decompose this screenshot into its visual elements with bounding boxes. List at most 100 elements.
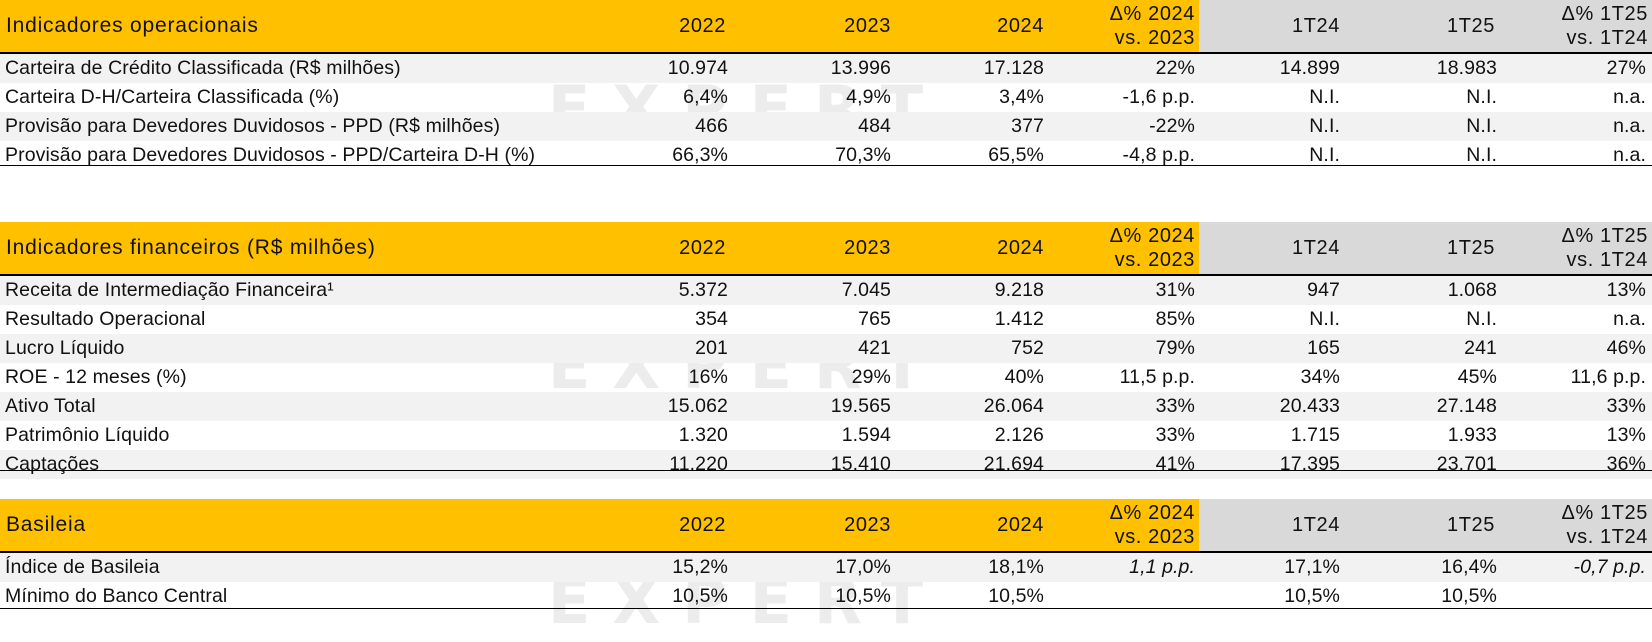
cell-1t24: 947: [1307, 279, 1340, 301]
cell-2022: 10.974: [667, 57, 728, 79]
cell-2022: 201: [695, 337, 728, 359]
cell-1t25: 16,4%: [1441, 556, 1497, 578]
cell-delta-quarter: -0,7 p.p.: [1573, 556, 1646, 578]
cell-2024: 10,5%: [988, 585, 1044, 607]
cell-delta-year: 41%: [1155, 453, 1195, 475]
table-body: Carteira de Crédito Classificada (R$ mil…: [0, 54, 1652, 170]
cell-delta-quarter: 27%: [1606, 57, 1646, 79]
cell-2023: 19.565: [830, 395, 891, 417]
cell-2022: 466: [695, 115, 728, 137]
cell-1t25: 23.701: [1436, 453, 1497, 475]
table-title: Indicadores financeiros (R$ milhões): [0, 222, 588, 274]
cell-1t25: 45%: [1457, 366, 1497, 388]
cell-delta-year: 33%: [1155, 424, 1195, 446]
cell-delta-year: -1,6 p.p.: [1122, 86, 1195, 108]
cell-1t24: 165: [1307, 337, 1340, 359]
cell-2023: 421: [858, 337, 891, 359]
cell-delta-year: 22%: [1155, 57, 1195, 79]
cell-2023: 70,3%: [835, 144, 891, 166]
col-header-delta-year: Δ% 2024 vs. 2023: [1052, 222, 1199, 274]
row-label: Carteira D-H/Carteira Classificada (%): [5, 86, 340, 108]
col-header-2022: 2022: [588, 499, 746, 551]
cell-1t25: 27.148: [1436, 395, 1497, 417]
col-header-2022: 2022: [588, 222, 746, 274]
table-row: Captações 11.220 15.410 21.694 41% 17.395 23.7…: [0, 450, 1652, 479]
cell-2022: 354: [695, 308, 728, 330]
col-header-1t24: 1T24: [1199, 222, 1352, 274]
cell-1t24: 14.899: [1279, 57, 1340, 79]
table-row: Resultado Operacional 354 765 1.412 85% N.I. N…: [0, 305, 1652, 334]
cell-2022: 66,3%: [672, 144, 728, 166]
cell-delta-year: 11,5 p.p.: [1119, 366, 1195, 388]
cell-delta-year: -4,8 p.p.: [1122, 144, 1195, 166]
cell-2024: 9.218: [994, 279, 1044, 301]
cell-2022: 6,4%: [683, 86, 728, 108]
table-row: Mínimo do Banco Central 10,5% 10,5% 10,5% 10…: [0, 582, 1652, 611]
cell-delta-quarter: 13%: [1606, 424, 1646, 446]
cell-1t25: N.I.: [1466, 308, 1497, 330]
cell-2023: 4,9%: [846, 86, 891, 108]
cell-2022: 11.220: [669, 453, 728, 475]
cell-2022: 15.062: [667, 395, 728, 417]
col-header-1t24: 1T24: [1199, 499, 1352, 551]
table-row: Receita de Intermediação Financeira¹ 5.37…: [0, 276, 1652, 305]
cell-delta-quarter: 46%: [1606, 337, 1646, 359]
cell-2023: 29%: [851, 366, 891, 388]
cell-2023: 484: [858, 115, 891, 137]
col-header-2024: 2024: [899, 0, 1052, 52]
cell-delta-year: 31%: [1155, 279, 1195, 301]
cell-2024: 65,5%: [988, 144, 1044, 166]
cell-1t24: 34%: [1300, 366, 1340, 388]
cell-delta-year: -22%: [1149, 115, 1195, 137]
row-label: Captações: [5, 453, 100, 475]
col-header-1t25: 1T25: [1352, 0, 1505, 52]
cell-delta-quarter: n.a.: [1613, 86, 1646, 108]
table-basileia: Basileia 2022 2023 2024 Δ% 2024 vs. 2023…: [0, 499, 1652, 611]
cell-2023: 17,0%: [835, 556, 891, 578]
cell-2024: 17.128: [983, 57, 1044, 79]
table-row: Índice de Basileia 15,2% 17,0% 18,1% 1,1 p.p…: [0, 553, 1652, 582]
cell-delta-quarter: n.a.: [1613, 115, 1646, 137]
col-header-2023: 2023: [746, 222, 899, 274]
table-row: Ativo Total 15.062 19.565 26.064 33% 20.433 27…: [0, 392, 1652, 421]
cell-delta-year: 1,1 p.p.: [1129, 556, 1195, 578]
cell-2024: 3,4%: [999, 86, 1044, 108]
cell-2024: 40%: [1004, 366, 1044, 388]
table-bottom-rule: [0, 165, 1652, 166]
table-title: Indicadores operacionais: [0, 0, 588, 52]
col-header-2023: 2023: [746, 499, 899, 551]
cell-1t25: N.I.: [1466, 144, 1497, 166]
table-header: Indicadores financeiros (R$ milhões) 202…: [0, 222, 1652, 276]
cell-2024: 21.694: [983, 453, 1044, 475]
cell-1t24: N.I.: [1309, 115, 1340, 137]
row-label: Provisão para Devedores Duvidosos - PPD/…: [5, 144, 536, 166]
table-bottom-rule: [0, 470, 1652, 471]
cell-2024: 1.412: [994, 308, 1044, 330]
row-label: ROE - 12 meses (%): [5, 366, 187, 388]
cell-1t25: 10,5%: [1441, 585, 1497, 607]
row-label: Provisão para Devedores Duvidosos - PPD …: [5, 115, 501, 137]
cell-1t24: 1.715: [1290, 424, 1340, 446]
cell-2023: 15.410: [830, 453, 891, 475]
col-header-delta-year: Δ% 2024 vs. 2023: [1052, 0, 1199, 52]
table-header: Basileia 2022 2023 2024 Δ% 2024 vs. 2023…: [0, 499, 1652, 553]
table-bottom-rule: [0, 608, 1652, 609]
col-header-delta-quarter: Δ% 1T25 vs. 1T24: [1505, 499, 1652, 551]
table-indicadores-financeiros: Indicadores financeiros (R$ milhões) 202…: [0, 222, 1652, 479]
cell-2023: 13.996: [830, 57, 891, 79]
cell-1t24: 10,5%: [1284, 585, 1340, 607]
table-body: Receita de Intermediação Financeira¹ 5.37…: [0, 276, 1652, 479]
col-header-delta-year: Δ% 2024 vs. 2023: [1052, 499, 1199, 551]
cell-delta-year: 33%: [1155, 395, 1195, 417]
cell-1t24: N.I.: [1309, 86, 1340, 108]
row-label: Mínimo do Banco Central: [5, 585, 228, 607]
cell-2022: 16%: [688, 366, 728, 388]
col-header-1t24: 1T24: [1199, 0, 1352, 52]
cell-2024: 26.064: [983, 395, 1044, 417]
cell-1t25: N.I.: [1466, 115, 1497, 137]
table-row: Carteira de Crédito Classificada (R$ mil…: [0, 54, 1652, 83]
cell-2023: 765: [858, 308, 891, 330]
table-row: Patrimônio Líquido 1.320 1.594 2.126 33% 1.71…: [0, 421, 1652, 450]
cell-delta-quarter: 13%: [1606, 279, 1646, 301]
cell-1t25: 241: [1464, 337, 1497, 359]
